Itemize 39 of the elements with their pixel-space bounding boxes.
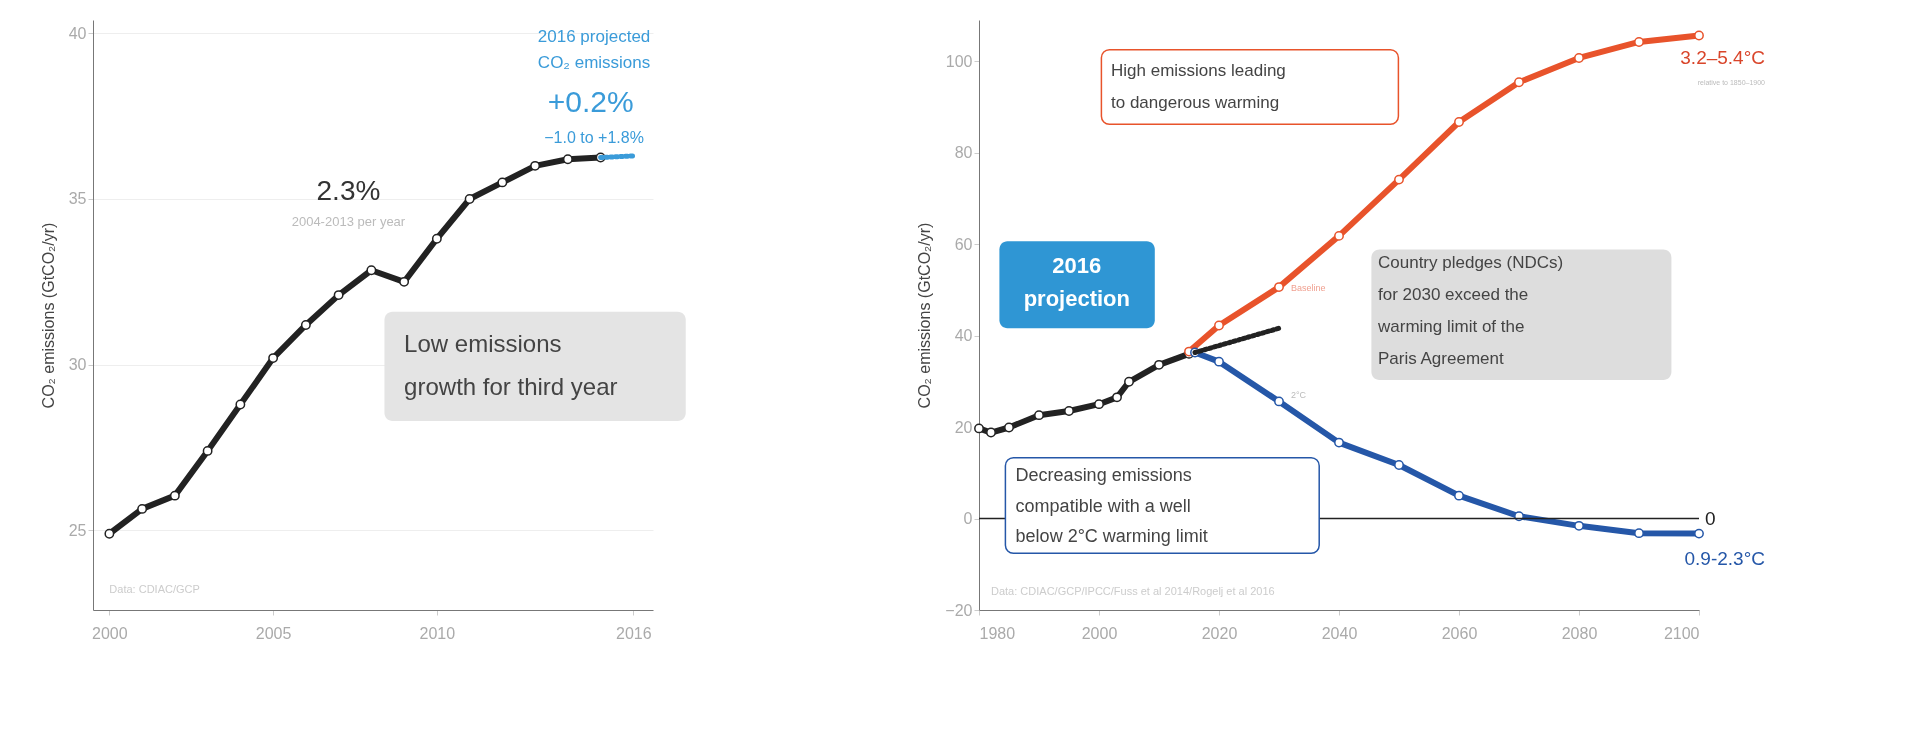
y-tick-label: 100 bbox=[945, 52, 973, 70]
y-tick-label: 60 bbox=[954, 235, 973, 253]
x-tick-label: 2000 bbox=[1081, 624, 1118, 642]
annotation: 2016 projected CO₂ emissions bbox=[537, 26, 651, 73]
annotation: 3.2–5.4°C bbox=[1680, 46, 1765, 68]
x-tick-label: 2040 bbox=[1321, 624, 1358, 642]
y-tick-label: 30 bbox=[68, 356, 87, 374]
x-tick-label: 2100 bbox=[1663, 624, 1700, 642]
annotation: Decreasing emissions compatible with a well below 2°C warming limit bbox=[1015, 464, 1208, 547]
annotation: +0.2% bbox=[547, 84, 634, 118]
y-tick-label: 35 bbox=[68, 190, 87, 208]
ref-line-label: 0 bbox=[1705, 507, 1716, 529]
annotation: Low emissions growth for third year bbox=[404, 329, 618, 400]
annotation: 0.9-2.3°C bbox=[1684, 548, 1765, 570]
y-axis-title: CO₂ emissions (GtCO₂/yr) bbox=[916, 222, 934, 409]
x-tick-label: 2010 bbox=[419, 624, 456, 642]
x-tick-label: 2005 bbox=[255, 624, 292, 642]
annotation: 2.3% bbox=[316, 175, 381, 207]
annotation: 2004-2013 per year bbox=[291, 214, 406, 230]
x-tick-label: 2016 bbox=[616, 624, 652, 642]
y-tick-label: 20 bbox=[954, 418, 973, 436]
x-tick-label: 1980 bbox=[979, 624, 1016, 642]
annotation: High emissions leading to dangerous warming bbox=[1111, 61, 1286, 113]
y-tick-label: 0 bbox=[963, 510, 973, 528]
x-tick-label: 2060 bbox=[1441, 624, 1478, 642]
y-tick-label: 40 bbox=[68, 24, 87, 42]
y-tick-label: −20 bbox=[945, 601, 973, 619]
annotation: −1.0 to +1.8% bbox=[544, 128, 644, 146]
y-tick-label: 25 bbox=[68, 521, 87, 539]
y-axis-title: CO₂ emissions (GtCO₂/yr) bbox=[39, 222, 57, 409]
x-tick-label: 2000 bbox=[92, 624, 128, 642]
y-tick-label: 80 bbox=[954, 144, 973, 162]
annotation: Country pledges (NDCs) for 2030 exceed the warming limit of the Paris Agreement bbox=[1377, 253, 1564, 369]
annotation: 2016 projection bbox=[1023, 252, 1130, 311]
x-tick-label: 2020 bbox=[1201, 624, 1238, 642]
annotation: Baseline bbox=[1291, 283, 1326, 294]
y-tick-label: 40 bbox=[954, 327, 973, 345]
x-tick-label: 2080 bbox=[1561, 624, 1598, 642]
annotation: 2°C bbox=[1291, 390, 1307, 401]
